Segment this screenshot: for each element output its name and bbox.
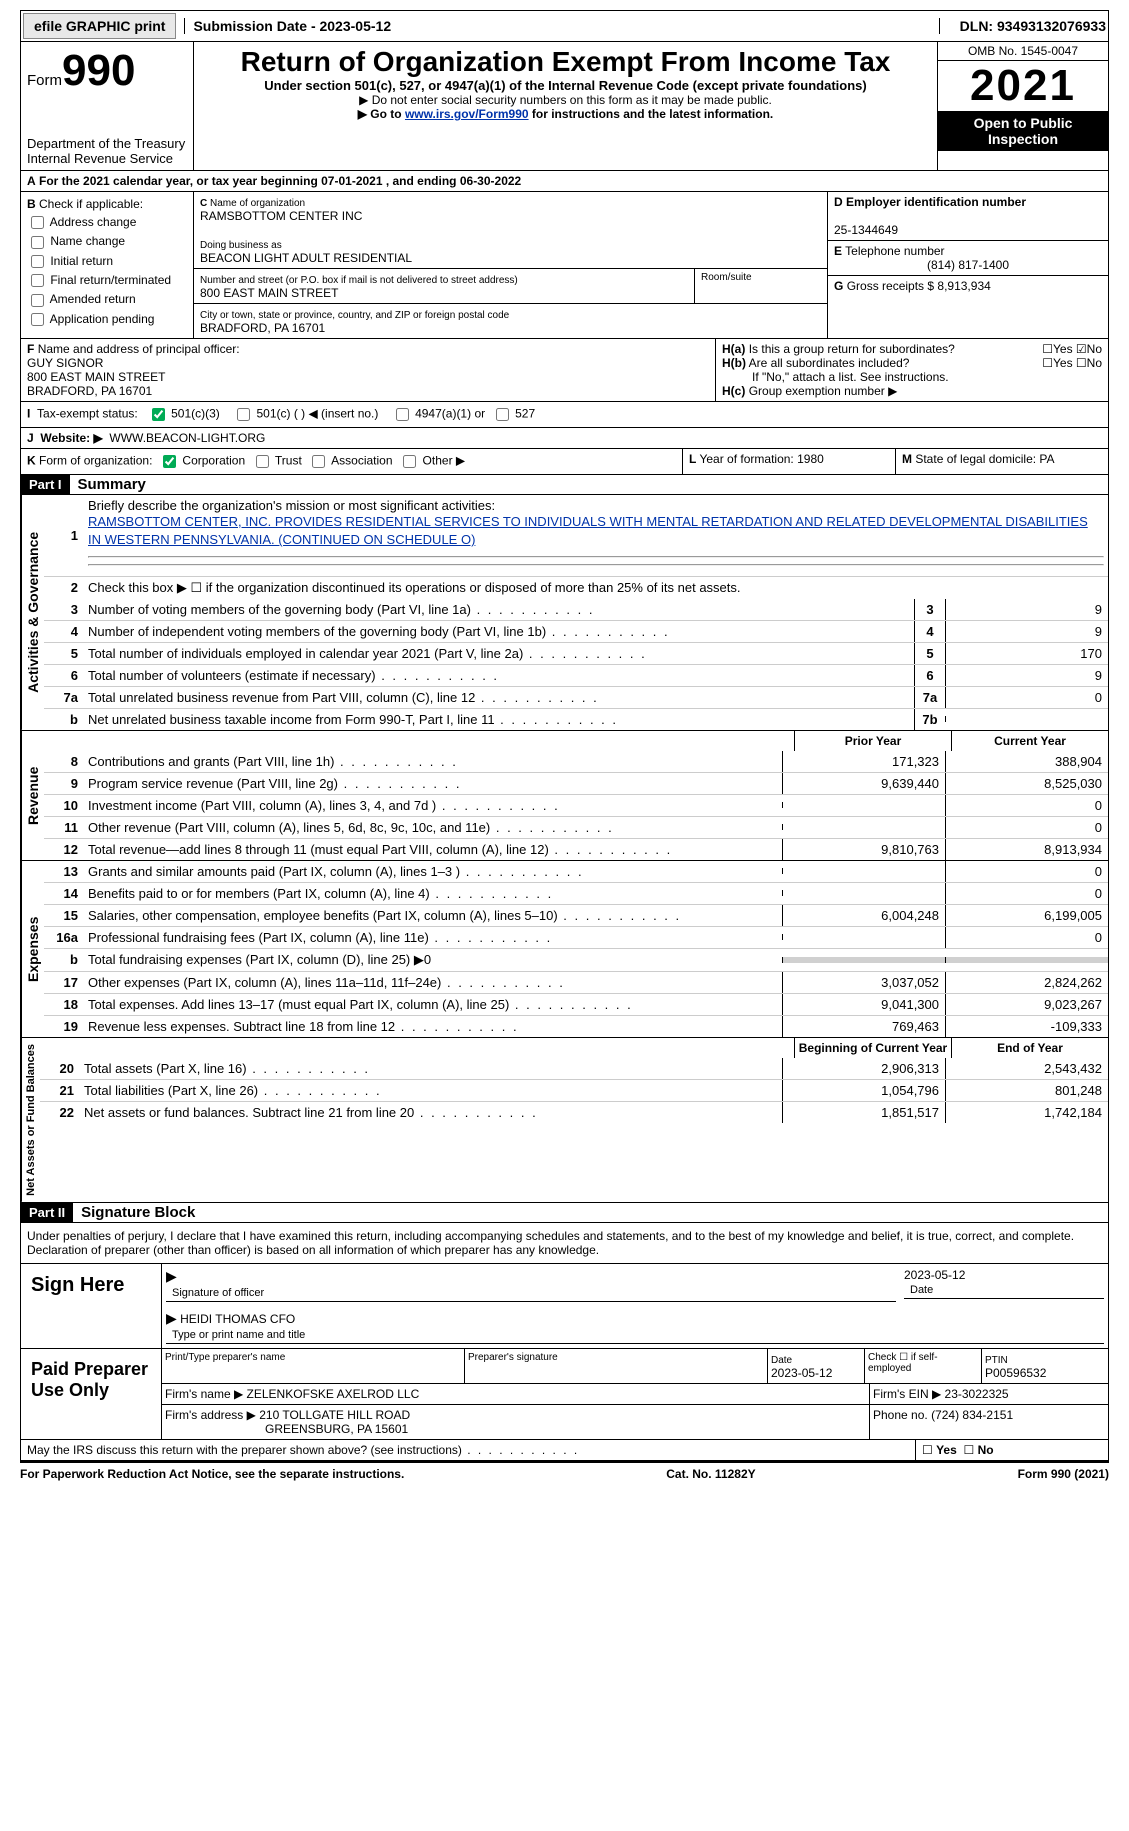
section-bcdeg: B Check if applicable: Address change Na… xyxy=(20,192,1109,339)
chk-501c[interactable] xyxy=(237,408,250,421)
paperwork-notice: For Paperwork Reduction Act Notice, see … xyxy=(20,1467,404,1481)
mission-text: RAMSBOTTOM CENTER, INC. PROVIDES RESIDEN… xyxy=(88,514,1088,547)
chk-527[interactable] xyxy=(496,408,509,421)
officer-name: GUY SIGNOR xyxy=(27,356,103,370)
sig-date-label: Date xyxy=(904,1282,1104,1299)
part-ii-hdr: Part II xyxy=(21,1203,73,1222)
sig-officer-label: Signature of officer xyxy=(166,1285,896,1302)
submission-date: Submission Date - 2023-05-12 xyxy=(184,18,930,34)
net-vlabel: Net Assets or Fund Balances xyxy=(21,1038,40,1202)
efile-print-button[interactable]: efile GRAPHIC print xyxy=(23,13,176,39)
form-title: Return of Organization Exempt From Incom… xyxy=(198,46,933,78)
governance-section: Activities & Governance 1Briefly describ… xyxy=(20,495,1109,731)
chk-initial-return[interactable] xyxy=(31,255,44,268)
expenses-section: Expenses 13Grants and similar amounts pa… xyxy=(20,861,1109,1038)
rev-vlabel: Revenue xyxy=(21,731,44,860)
paid-preparer-label: Paid Preparer Use Only xyxy=(21,1349,162,1439)
chk-corp[interactable] xyxy=(163,455,176,468)
prior-year-hdr: Prior Year xyxy=(794,731,951,751)
paid-preparer-block: Paid Preparer Use Only Print/Type prepar… xyxy=(20,1349,1109,1440)
section-klm: K Form of organization: Corporation Trus… xyxy=(20,449,1109,475)
netassets-section: Net Assets or Fund Balances Beginning of… xyxy=(20,1038,1109,1203)
chk-final-return[interactable] xyxy=(31,274,44,287)
line-2: Check this box ▶ ☐ if the organization d… xyxy=(84,577,1108,599)
website: WWW.BEACON-LIGHT.ORG xyxy=(109,431,265,445)
street-address: 800 EAST MAIN STREET xyxy=(200,286,339,300)
subtitle-3: ▶ Go to www.irs.gov/Form990 for instruct… xyxy=(198,107,933,121)
self-employed-chk[interactable]: Check ☐ if self-employed xyxy=(865,1349,982,1383)
chk-amended-return[interactable] xyxy=(31,294,44,307)
chk-501c3[interactable] xyxy=(152,408,165,421)
firm-phone: (724) 834-2151 xyxy=(931,1408,1013,1422)
irs-link[interactable]: www.irs.gov/Form990 xyxy=(405,107,529,121)
cat-no: Cat. No. 11282Y xyxy=(666,1467,755,1481)
dln: DLN: 93493132076933 xyxy=(939,18,1106,34)
form-ref: Form 990 (2021) xyxy=(1018,1467,1109,1481)
city-state-zip: BRADFORD, PA 16701 xyxy=(200,321,325,335)
org-name: RAMSBOTTOM CENTER INC xyxy=(200,209,362,223)
part-i-title: Summary xyxy=(70,474,154,495)
exp-vlabel: Expenses xyxy=(21,861,44,1037)
form-header: Form990 Department of the Treasury Inter… xyxy=(20,42,1109,171)
beg-year-hdr: Beginning of Current Year xyxy=(794,1038,951,1058)
sig-date: 2023-05-12 xyxy=(904,1268,965,1282)
open-inspection: Open to Public Inspection xyxy=(938,111,1108,151)
chk-address-change[interactable] xyxy=(31,216,44,229)
sign-here-block: Sign Here ▶Signature of officer 2023-05-… xyxy=(20,1264,1109,1349)
state-domicile: PA xyxy=(1039,452,1054,466)
section-i: I Tax-exempt status: 501(c)(3) 501(c) ( … xyxy=(20,402,1109,428)
firm-addr2: GREENSBURG, PA 15601 xyxy=(265,1422,408,1436)
firm-ein: 23-3022325 xyxy=(945,1387,1009,1401)
tax-year: 2021 xyxy=(938,61,1108,111)
preparer-sig-lbl: Preparer's signature xyxy=(465,1349,768,1383)
chk-other[interactable] xyxy=(403,455,416,468)
perjury-declaration: Under penalties of perjury, I declare th… xyxy=(20,1223,1109,1264)
dept-treasury: Department of the Treasury Internal Reve… xyxy=(27,136,187,166)
chk-name-change[interactable] xyxy=(31,236,44,249)
page-footer: For Paperwork Reduction Act Notice, see … xyxy=(20,1461,1109,1485)
form-number: Form990 xyxy=(27,46,187,96)
omb-no: OMB No. 1545-0047 xyxy=(938,42,1108,61)
subtitle-1: Under section 501(c), 527, or 4947(a)(1)… xyxy=(198,78,933,93)
prep-date: 2023-05-12 xyxy=(771,1366,832,1380)
section-a: A For the 2021 calendar year, or tax yea… xyxy=(21,171,1108,191)
revenue-section: Revenue Prior YearCurrent Year 8Contribu… xyxy=(20,731,1109,861)
section-fh: F Name and address of principal officer:… xyxy=(20,339,1109,402)
chk-assoc[interactable] xyxy=(312,455,325,468)
year-formation: 1980 xyxy=(797,452,824,466)
dba: BEACON LIGHT ADULT RESIDENTIAL xyxy=(200,251,412,265)
section-b: B Check if applicable: Address change Na… xyxy=(21,192,194,338)
ptin: P00596532 xyxy=(985,1366,1046,1380)
chk-4947[interactable] xyxy=(396,408,409,421)
officer-print-name: HEIDI THOMAS CFO xyxy=(180,1312,295,1326)
phone: (814) 817-1400 xyxy=(834,258,1102,272)
curr-year-hdr: Current Year xyxy=(951,731,1108,751)
chk-trust[interactable] xyxy=(256,455,269,468)
firm-addr1: 210 TOLLGATE HILL ROAD xyxy=(259,1408,410,1422)
section-j: J Website: ▶ WWW.BEACON-LIGHT.ORG xyxy=(20,428,1109,449)
discuss-question: May the IRS discuss this return with the… xyxy=(27,1443,579,1457)
firm-name: ZELENKOFSKE AXELROD LLC xyxy=(247,1387,420,1401)
room-suite: Room/suite xyxy=(694,269,827,303)
ein: 25-1344649 xyxy=(834,223,898,237)
end-year-hdr: End of Year xyxy=(951,1038,1108,1058)
topbar: efile GRAPHIC print Submission Date - 20… xyxy=(20,10,1109,42)
subtitle-2: ▶ Do not enter social security numbers o… xyxy=(198,93,933,107)
part-ii-title: Signature Block xyxy=(73,1202,203,1223)
gov-vlabel: Activities & Governance xyxy=(21,495,44,730)
gross-receipts: 8,913,934 xyxy=(937,279,990,293)
preparer-name-lbl: Print/Type preparer's name xyxy=(162,1349,465,1383)
part-i-hdr: Part I xyxy=(21,475,70,494)
sign-here-label: Sign Here xyxy=(21,1264,162,1348)
chk-app-pending[interactable] xyxy=(31,313,44,326)
print-name-label: Type or print name and title xyxy=(166,1327,1104,1344)
